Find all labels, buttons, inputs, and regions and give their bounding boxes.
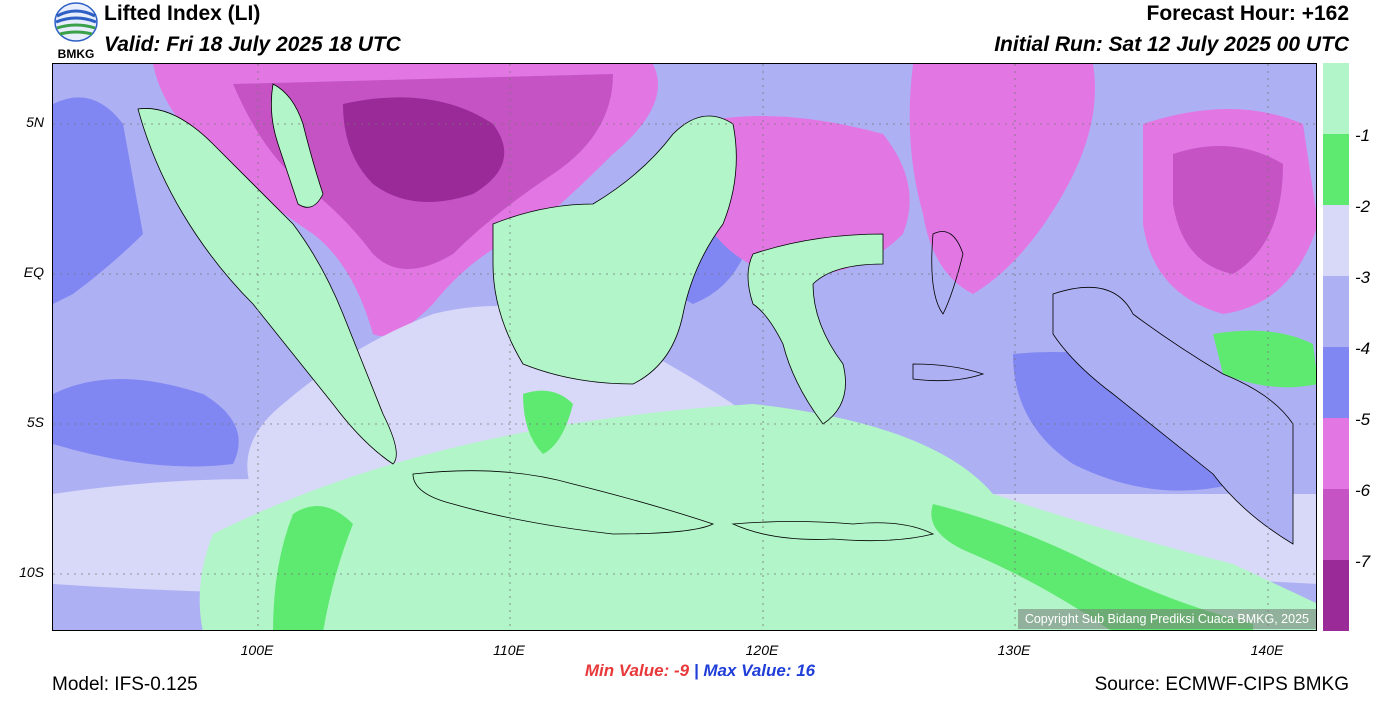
min-value: Min Value: -9 (584, 661, 690, 680)
lat-label-5s: 5S (26, 414, 44, 430)
colorbar-swatch-4 (1323, 276, 1349, 347)
colorbar-label: -2 (1355, 197, 1371, 216)
lon-label-100e: 100E (240, 642, 274, 658)
svg-text:BMKG: BMKG (58, 47, 95, 60)
colorbar-swatch-1 (1323, 63, 1349, 134)
lat-label-10s: 10S (19, 564, 44, 580)
initial-run: Initial Run: Sat 12 July 2025 00 UTC (994, 33, 1349, 56)
lat-label-5n: 5N (26, 114, 44, 130)
min-max-values: Min Value: -9 | Max Value: 16 (0, 661, 1400, 681)
colorbar-label: -1 (1355, 126, 1371, 145)
lat-label-eq: EQ (23, 264, 44, 280)
colorbar-label: -6 (1355, 481, 1371, 500)
source-label: Source: ECMWF-CIPS BMKG (1094, 674, 1349, 695)
lon-label-110e: 110E (493, 642, 525, 658)
colorbar-swatch-8 (1323, 560, 1349, 631)
valid-time: Valid: Fri 18 July 2025 18 UTC (104, 33, 401, 56)
chart-title: Lifted Index (LI) (104, 2, 261, 25)
colorbar-label: -7 (1355, 552, 1371, 571)
colorbar (1323, 63, 1349, 631)
colorbar-label: -3 (1355, 268, 1371, 287)
colorbar-swatch-3 (1323, 205, 1349, 276)
lon-label-120e: 120E (745, 642, 779, 658)
bmkg-logo: BMKG (52, 2, 100, 61)
colorbar-swatch-2 (1323, 134, 1349, 205)
colorbar-swatch-7 (1323, 489, 1349, 560)
lifted-index-map (52, 63, 1317, 631)
colorbar-label: -5 (1355, 410, 1371, 429)
model-label: Model: IFS-0.125 (52, 674, 198, 695)
colorbar-swatch-5 (1323, 347, 1349, 418)
lon-label-140e: 140E (1250, 642, 1284, 658)
forecast-hour: Forecast Hour: +162 (1146, 2, 1350, 25)
max-value: Max Value: 16 (703, 661, 816, 680)
lon-label-130e: 130E (997, 642, 1031, 658)
colorbar-label: -4 (1355, 339, 1371, 358)
copyright-notice: Copyright Sub Bidang Prediksi Cuaca BMKG… (1017, 609, 1316, 629)
colorbar-swatch-6 (1323, 418, 1349, 489)
min-max-separator: | (693, 661, 699, 680)
